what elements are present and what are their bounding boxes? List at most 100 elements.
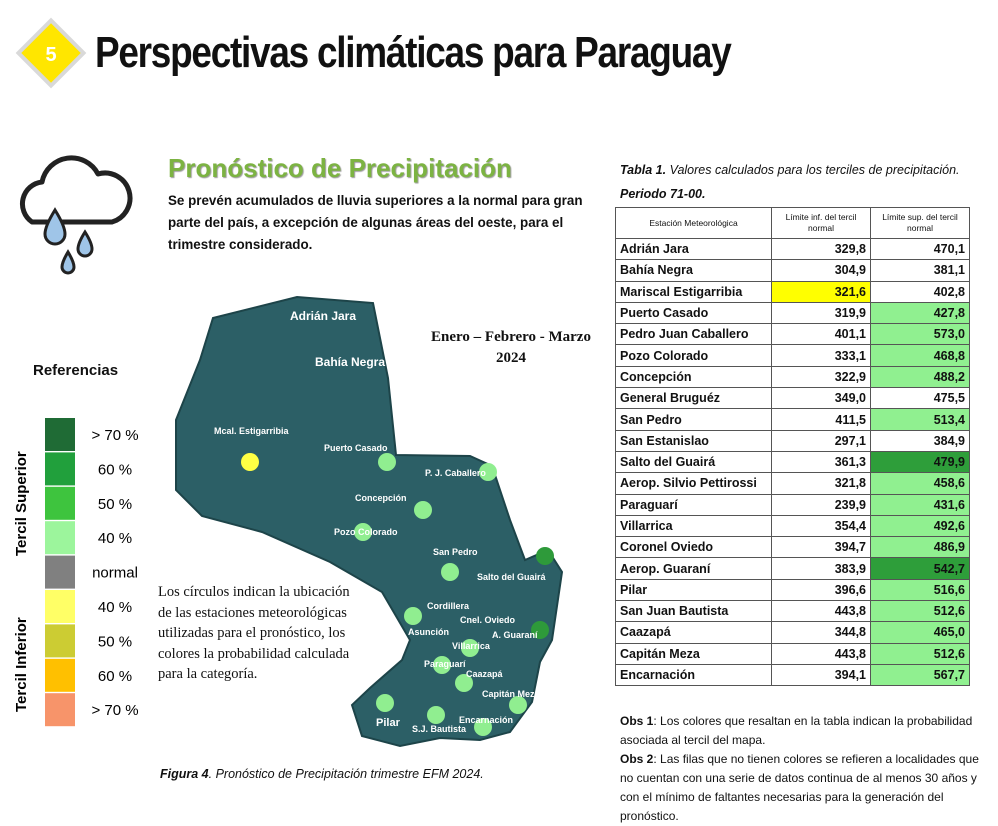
legend-swatch — [45, 452, 75, 486]
legend-label: 60 % — [98, 461, 132, 478]
legend-swatch — [45, 590, 75, 623]
table-cell: 384,9 — [870, 429, 970, 452]
section-title: Pronóstico de Precipitación — [168, 153, 512, 183]
table-cell: 513,4 — [870, 408, 970, 431]
table-cell: 402,8 — [870, 280, 970, 303]
table-cell: Mariscal Estigarribia — [615, 280, 772, 303]
table-cell: 542,7 — [870, 557, 970, 580]
period-year: 2024 — [496, 350, 526, 366]
map-label: Pilar — [376, 717, 401, 729]
station-dot — [414, 501, 432, 519]
station-dot — [376, 694, 394, 712]
map-label: Cnel. Oviedo — [460, 615, 516, 625]
notes: Obs 1: Los colores que resaltan en la ta… — [620, 712, 992, 826]
table-cell: Concepción — [615, 365, 772, 389]
legend-swatch — [45, 624, 75, 658]
table-row: Villarrica 354,4 492,6 — [615, 514, 970, 538]
map-label: Adrián Jara — [290, 309, 356, 323]
table-cell: Villarrica — [615, 514, 772, 538]
table-cell: 486,9 — [870, 536, 970, 559]
table-cell: 297,1 — [771, 429, 871, 452]
legend-swatch — [45, 486, 75, 520]
table-cell: Bahía Negra — [615, 259, 772, 282]
station-dot — [378, 453, 396, 471]
stations — [241, 453, 554, 736]
map-period: Enero – Febrero - Marzo 2024 — [416, 327, 606, 369]
table-cell: Puerto Casado — [615, 301, 772, 325]
table-cell: 319,9 — [771, 301, 871, 325]
station-dot — [474, 718, 492, 736]
table-cell: 492,6 — [870, 514, 970, 538]
map-label: Asunción — [408, 627, 449, 637]
column-header: Límite sup. del tercil normal — [870, 207, 970, 239]
table-row: Mariscal Estigarribia 321,6 402,8 — [615, 280, 970, 303]
table-cell: 239,9 — [771, 493, 871, 516]
table-cell: 333,1 — [771, 344, 871, 367]
map-label: Cordillera — [427, 601, 470, 611]
description: Se prevén acumulados de lluvia superiore… — [168, 193, 583, 252]
legend-label: 60 % — [98, 668, 132, 685]
legend-swatch — [45, 658, 75, 692]
caption-label: Figura 4 — [160, 767, 209, 781]
table-row: Pozo Colorado 333,1 468,8 — [615, 344, 970, 367]
table-row: Adrián Jara 329,8 470,1 — [615, 237, 970, 261]
legend-swatch — [45, 555, 75, 589]
table-row: Bahía Negra 304,9 381,1 — [615, 259, 970, 282]
table-row: Paraguarí 239,9 431,6 — [615, 493, 970, 516]
map-label: Villarrica — [452, 641, 491, 651]
station-dot — [241, 453, 259, 471]
table-cell: Paraguarí — [615, 493, 772, 516]
table-cell: 329,8 — [771, 237, 871, 261]
station-dot — [479, 463, 497, 481]
note-label: Obs 2 — [620, 752, 654, 766]
paraguay-map — [175, 295, 564, 748]
table-row: San Estanislao 297,1 384,9 — [615, 429, 970, 452]
caption-text: . Pronóstico de Precipitación trimestre … — [208, 767, 484, 781]
map-label: San Pedro — [433, 547, 478, 557]
table-cell: Pedro Juan Caballero — [615, 323, 772, 346]
table-cell: San Pedro — [615, 408, 772, 431]
legend: > 70 % 60 % 50 % 40 % normal 40 % 50 % 60 % > 70… — [45, 418, 139, 727]
legend-upper-label: Tercil Superior — [13, 451, 30, 556]
map-label: Paraguarí — [424, 659, 466, 669]
table-cell: 470,1 — [870, 237, 970, 261]
station-dot — [441, 563, 459, 581]
table-row: Coronel Oviedo 394,7 486,9 — [615, 536, 970, 559]
column-header: Estación Meteorológica — [615, 207, 772, 239]
table-cell: 488,2 — [870, 365, 970, 389]
note: Obs 2: Las filas que no tienen colores s… — [620, 750, 992, 826]
map-label: P. J. Caballero — [425, 468, 486, 478]
figure-caption: Figura 4. Pronóstico de Precipitación tr… — [160, 767, 484, 781]
legend-label: 50 % — [98, 633, 132, 650]
table-cell: Salto del Guairá — [615, 450, 772, 474]
legend-label: 50 % — [98, 496, 132, 513]
column-header: Límite inf. del tercil normal — [771, 207, 871, 239]
table-row: Salto del Guairá 361,3 479,9 — [615, 450, 970, 474]
note-label: Obs 1 — [620, 714, 654, 728]
map-label: S.J. Bautista — [412, 724, 467, 734]
table-cell: Adrián Jara — [615, 237, 772, 261]
table-cell: 475,5 — [870, 387, 970, 410]
table-cell: 512,6 — [870, 600, 970, 623]
table-cell: 411,5 — [771, 408, 871, 431]
table-cell: 465,0 — [870, 621, 970, 644]
table-row: San Pedro 411,5 513,4 — [615, 408, 970, 431]
map-label: Caazapá — [466, 669, 504, 679]
map-label: Salto del Guairá — [477, 572, 547, 582]
table-cell: 427,8 — [870, 301, 970, 325]
drop — [60, 249, 76, 275]
table-row: Capitán Meza 443,8 512,6 — [615, 642, 970, 665]
legend-swatch — [45, 693, 75, 727]
table-cell: Pilar — [615, 578, 772, 602]
table-cell: 479,9 — [870, 450, 970, 474]
table-row: Aerop. Guaraní 383,9 542,7 — [615, 557, 970, 580]
legend-label: > 70 % — [91, 702, 138, 719]
cloud — [20, 155, 133, 225]
legend-swatch — [45, 521, 75, 555]
header-row: Estación Meteorológica Límite inf. del te… — [615, 207, 970, 239]
table-cell: 401,1 — [771, 323, 871, 346]
table-caption: Tabla 1. Valores calculados para los ter… — [620, 158, 990, 206]
table-row: General Bruguéz 349,0 475,5 — [615, 387, 970, 410]
table-cell: San Estanislao — [615, 429, 772, 452]
station-dot — [455, 674, 473, 692]
